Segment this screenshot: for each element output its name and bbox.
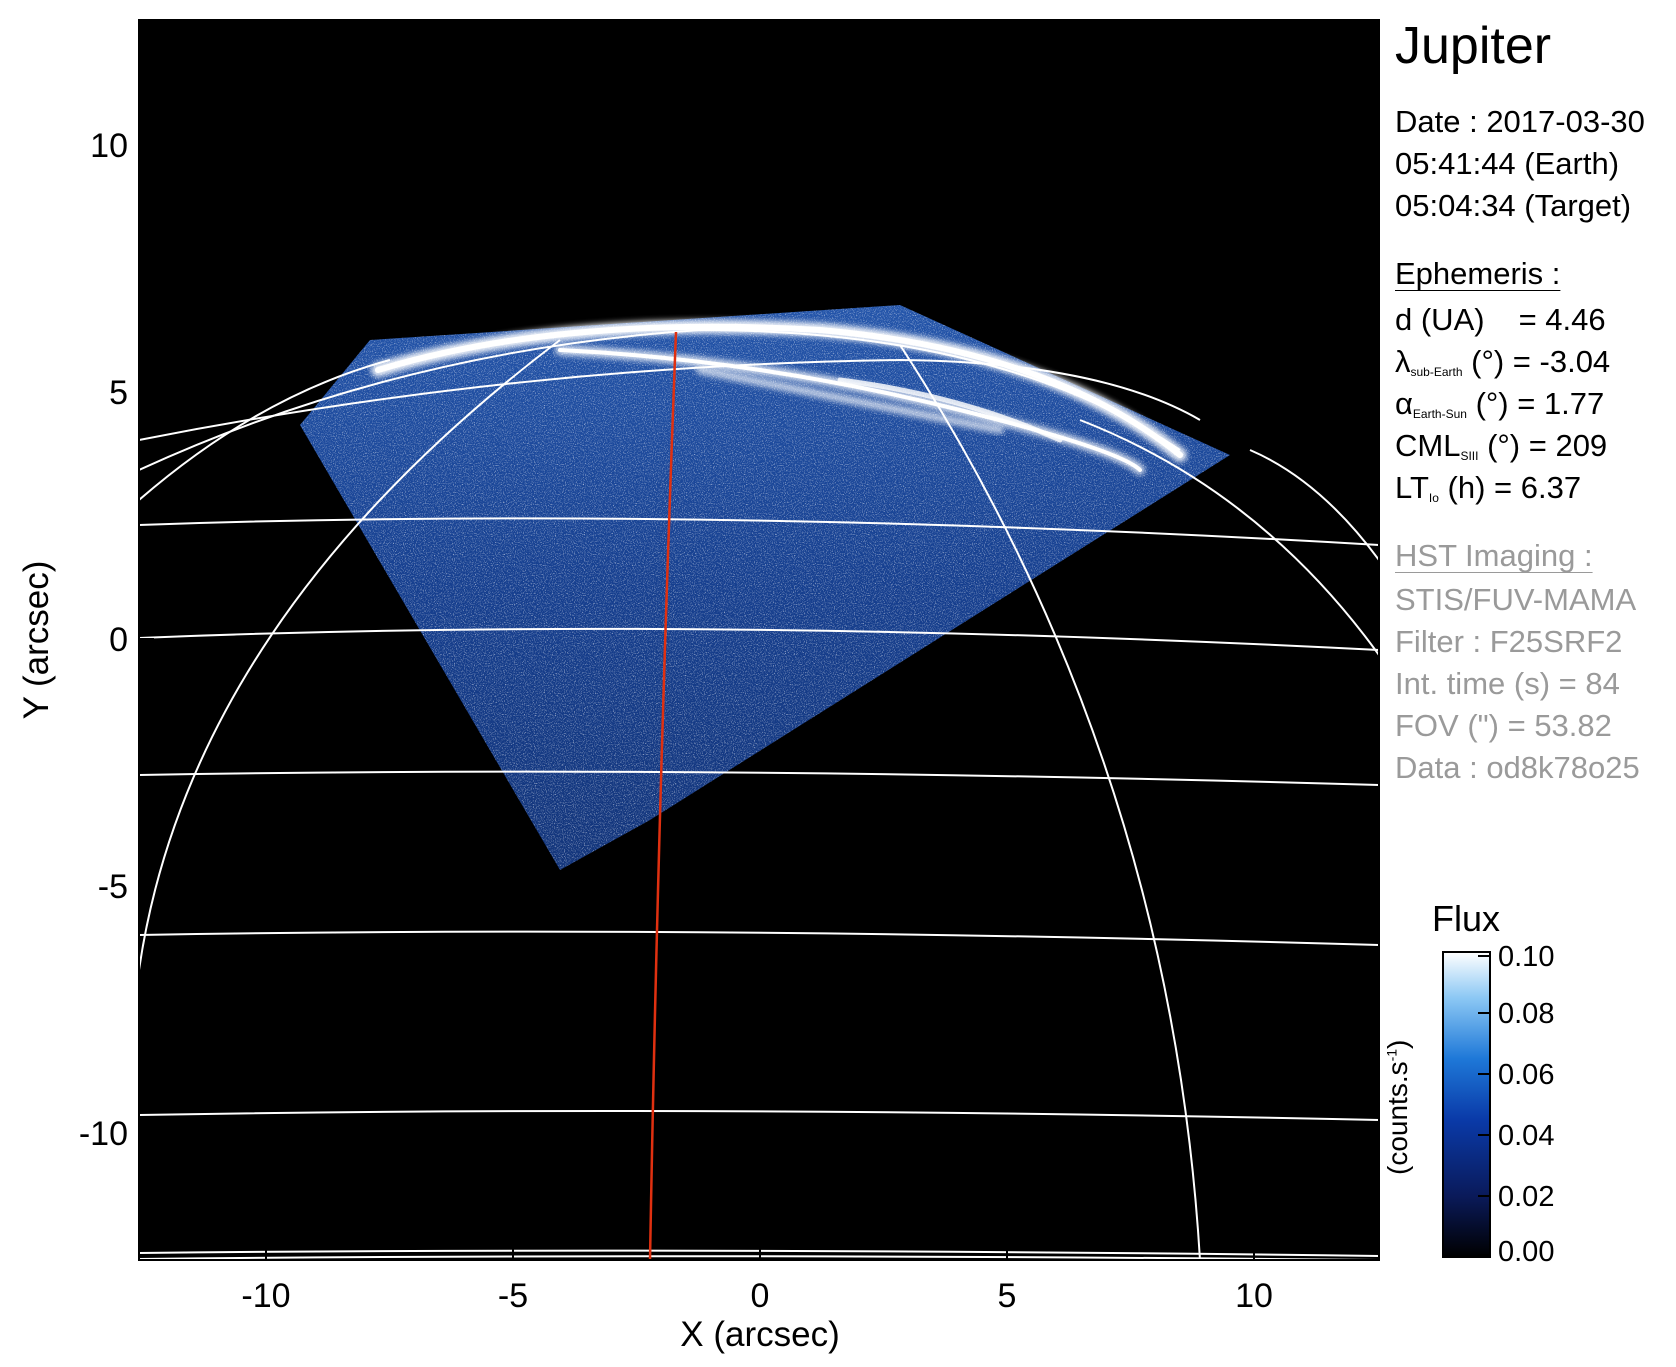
cml-symbol: CML (1395, 428, 1461, 463)
fov-noise (300, 305, 1230, 870)
local-time-row: LTIo (h) = 6.37 (1395, 470, 1581, 506)
cml-subscript: SIII (1460, 449, 1479, 463)
central-meridian-line (648, 331, 678, 1260)
colorbar-tick-label: 0.02 (1498, 1181, 1554, 1213)
y-tick-label: -10 (79, 1115, 128, 1153)
cml-value: (°) = 209 (1478, 428, 1608, 463)
colorbar (1442, 951, 1491, 1258)
colorbar-unit-label: (counts.s-1) (1382, 1040, 1414, 1175)
sub-earth-latitude-row: λsub-Earth (°) = -3.04 (1395, 344, 1610, 380)
y-axis-label: Y (arcsec) (17, 561, 56, 720)
x-tick-label: 5 (998, 1277, 1017, 1315)
colorbar-tick-label: 0.04 (1498, 1120, 1554, 1152)
x-axis-label: X (arcsec) (680, 1315, 839, 1354)
colorbar-unit-close: ) (1382, 1039, 1413, 1049)
date-text: Date : 2017-03-30 (1395, 104, 1645, 139)
phase-angle-row: αEarth-Sun (°) = 1.77 (1395, 386, 1604, 422)
y-tick-label: 0 (109, 621, 128, 659)
target-time-text: 05:04:34 (Target) (1395, 188, 1632, 223)
latitude-grid (139, 328, 1379, 1260)
lambda-subscript: sub-Earth (1410, 365, 1463, 379)
ephemeris-header: Ephemeris : (1395, 256, 1561, 291)
x-tick-label: 0 (751, 1277, 770, 1315)
lt-symbol: LT (1395, 470, 1429, 505)
integration-time-text: Int. time (s) = 84 (1395, 666, 1620, 701)
hst-imaging-header: HST Imaging : (1395, 538, 1593, 573)
alpha-symbol: α (1395, 386, 1413, 421)
filter-text: Filter : F25SRF2 (1395, 624, 1623, 659)
earth-time-text: 05:41:44 (Earth) (1395, 146, 1620, 181)
distance-row: d (UA) = 4.46 (1395, 302, 1606, 338)
x-axis-ticks (265, 1245, 1255, 1260)
colorbar-tick-label: 0.06 (1498, 1059, 1554, 1091)
cml-row: CMLSIII (°) = 209 (1395, 428, 1607, 464)
distance-value: = 4.46 (1518, 302, 1606, 337)
colorbar-unit-exponent: -1 (1383, 1048, 1400, 1062)
lambda-value: (°) = -3.04 (1462, 344, 1611, 379)
x-tick-label: 10 (1235, 1277, 1273, 1315)
y-tick-label: 5 (109, 374, 128, 412)
lt-value: (h) = 6.37 (1438, 470, 1582, 505)
colorbar-tick-label: 0.00 (1498, 1236, 1554, 1268)
colorbar-unit-text: (counts.s (1382, 1061, 1413, 1175)
longitude-grid (139, 339, 1379, 1260)
colorbar-tick-label: 0.08 (1498, 998, 1554, 1030)
y-tick-label: 10 (90, 127, 128, 165)
colorbar-ticks (1478, 955, 1490, 1256)
colorbar-tick-label: 0.10 (1498, 941, 1554, 973)
data-id-text: Data : od8k78o25 (1395, 750, 1640, 785)
x-tick-label: -10 (241, 1277, 290, 1315)
target-title: Jupiter (1395, 17, 1552, 75)
fov-text: FOV (") = 53.82 (1395, 708, 1612, 743)
y-axis-ticks (139, 144, 154, 1134)
lt-subscript: Io (1428, 491, 1439, 505)
instrument-text: STIS/FUV-MAMA (1395, 582, 1637, 617)
x-tick-label: -5 (498, 1277, 528, 1315)
alpha-subscript: Earth-Sun (1412, 407, 1467, 421)
lambda-symbol: λ (1395, 344, 1411, 379)
distance-label: d (UA) (1395, 302, 1485, 337)
y-tick-label: -5 (98, 868, 128, 906)
colorbar-title: Flux (1432, 898, 1501, 939)
alpha-value: (°) = 1.77 (1466, 386, 1605, 421)
auroral-oval (371, 319, 1187, 475)
